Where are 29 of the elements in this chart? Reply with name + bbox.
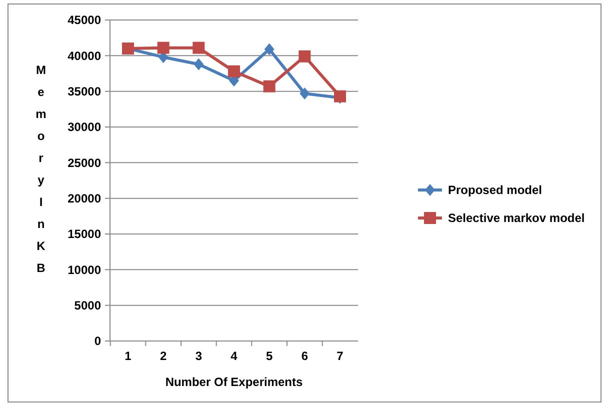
point (157, 42, 170, 54)
x-tick-label: 6 (301, 349, 308, 363)
point (298, 50, 311, 62)
y-tick-label: 35000 (68, 84, 102, 99)
point (300, 87, 310, 100)
point (228, 65, 240, 78)
point (192, 42, 205, 54)
y-tick-label: 15000 (68, 227, 102, 242)
legend-label: Selective markov model (448, 211, 585, 226)
x-axis-title: Number Of Experiments (165, 375, 304, 389)
legend-label: Proposed model (448, 183, 542, 198)
point (263, 80, 276, 92)
y-tick-label: 25000 (68, 156, 102, 170)
point (264, 43, 274, 56)
x-tick-label: 1 (124, 349, 132, 363)
y-tick-label: 30000 (68, 120, 102, 134)
text: Memory In KB (36, 63, 46, 275)
y-tick-label: 20000 (68, 192, 102, 206)
y-tick-label: 45000 (68, 13, 102, 28)
x-tick-label: 3 (195, 349, 202, 363)
x-tick-label: 4 (230, 349, 238, 363)
y-tick-label: 5000 (74, 298, 102, 313)
y-tick-label: 0 (94, 334, 102, 348)
y-tick-label: 10000 (68, 262, 102, 277)
x-tick-label: 7 (336, 349, 344, 363)
y-tick-label: 40000 (68, 48, 102, 63)
x-tick-label: 5 (266, 349, 273, 363)
x-tick-label: 2 (160, 349, 167, 363)
point (194, 58, 204, 70)
